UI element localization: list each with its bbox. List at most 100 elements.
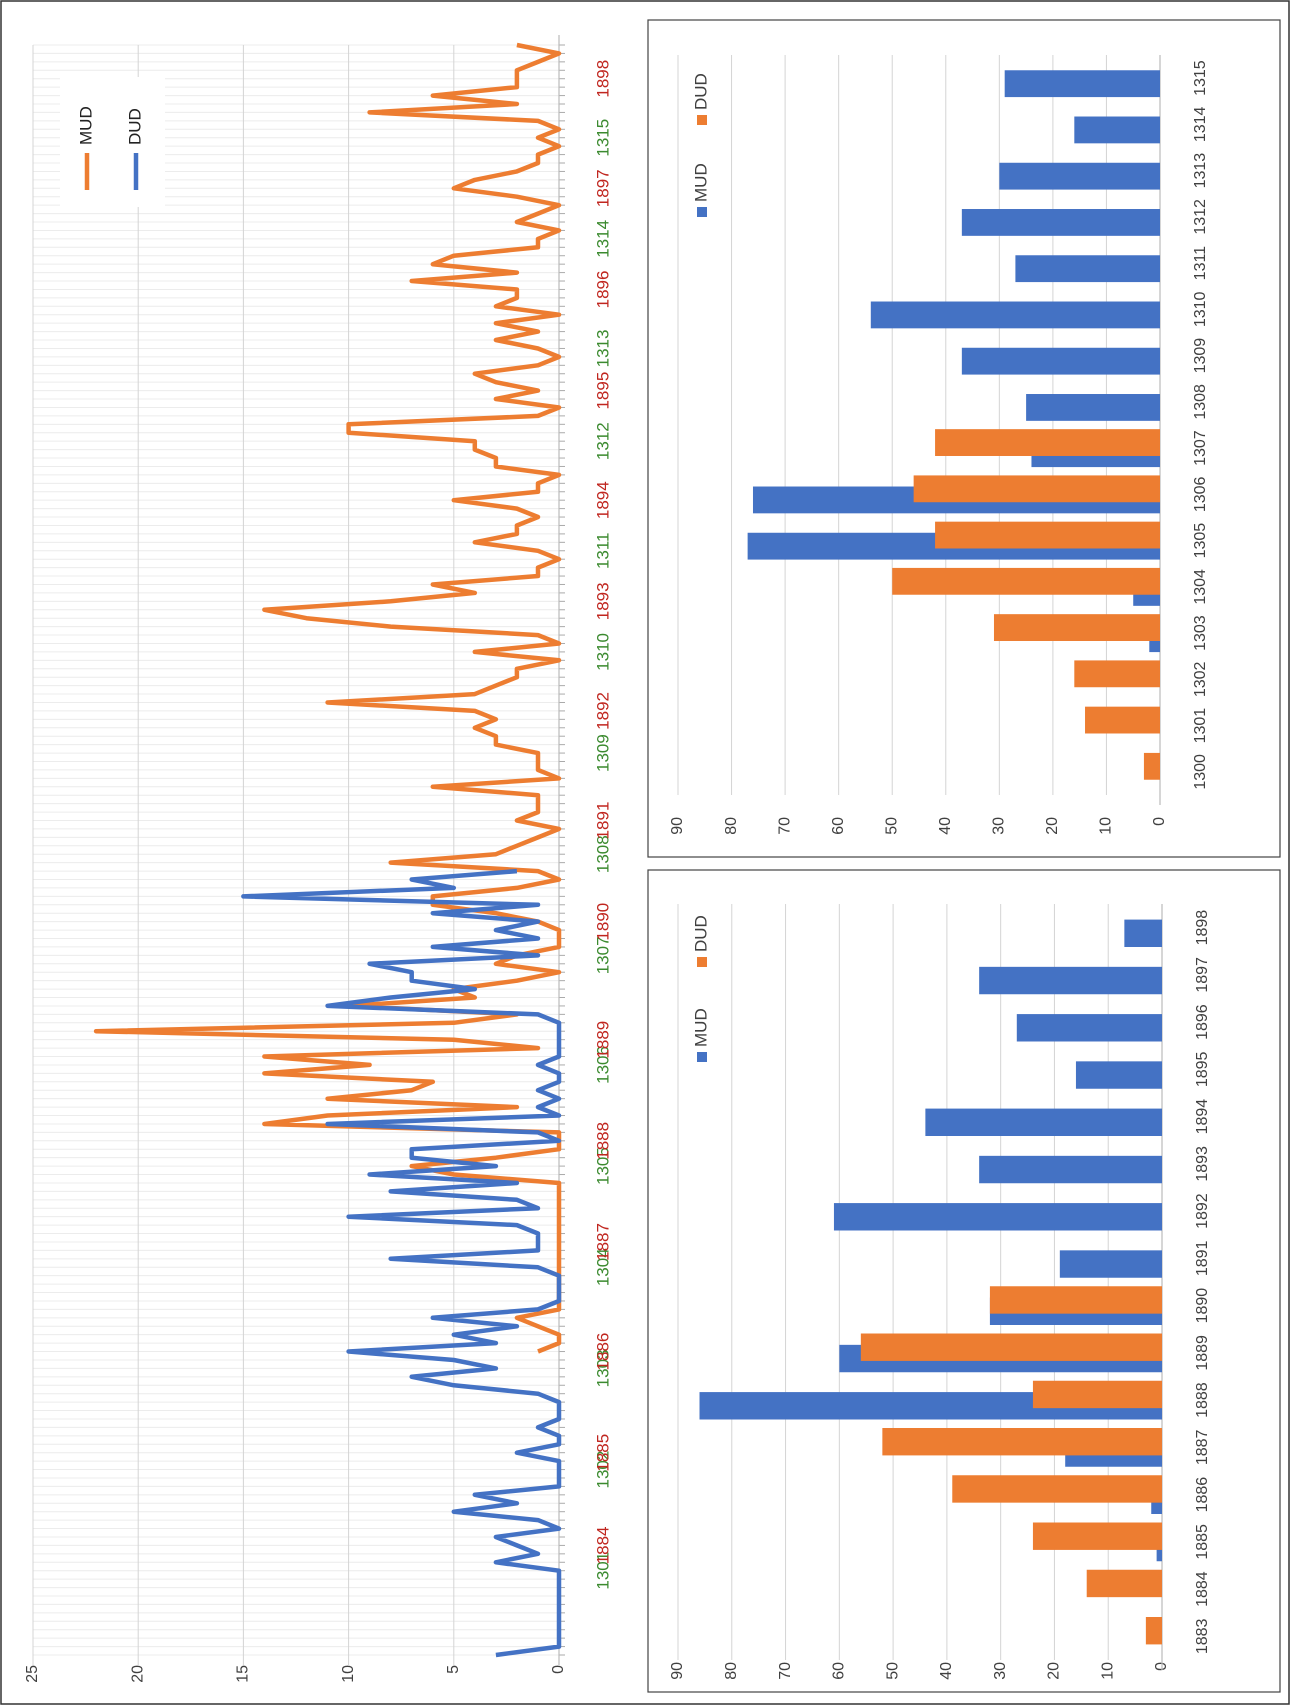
x-tick-label: 1887: [1194, 1429, 1211, 1465]
bar: [1032, 1380, 1162, 1409]
y-tick-label: 70: [777, 1662, 794, 1680]
y-tick-label: 10: [1098, 817, 1115, 835]
x-tick-label: 1310: [593, 633, 612, 671]
x-tick-label: 1891: [593, 802, 612, 840]
legend-swatch: [697, 207, 707, 217]
bar: [961, 209, 1160, 236]
panel-frame: [647, 869, 1281, 1693]
y-tick-label: 0: [550, 1665, 567, 1674]
bar: [1032, 1522, 1162, 1550]
bar: [935, 429, 1161, 456]
x-tick-label: 1886: [1194, 1477, 1211, 1513]
bar: [1026, 394, 1160, 421]
legend-swatch: [697, 957, 707, 967]
bar: [1075, 1061, 1163, 1089]
x-tick-label: 1313: [593, 330, 612, 368]
y-tick-label: 90: [669, 1662, 686, 1680]
y-tick-label: 40: [938, 1662, 955, 1680]
bar: [870, 301, 1161, 329]
legend-label: MUD: [691, 163, 710, 202]
x-tick-label: 1888: [593, 1122, 612, 1160]
bar: [1086, 1569, 1163, 1598]
bar: [1074, 660, 1160, 688]
x-tick-label: 1890: [593, 903, 612, 941]
y-tick-label: 80: [723, 1662, 740, 1680]
legend-label: DUD: [691, 73, 710, 110]
x-tick-label: 1301: [593, 1552, 612, 1590]
y-tick-label: 50: [884, 1662, 901, 1680]
bar: [1145, 1617, 1163, 1645]
x-tick-label: 1307: [1192, 430, 1209, 466]
x-tick-label: 1308: [593, 835, 612, 873]
y-tick-label: 10: [340, 1665, 357, 1683]
x-tick-label: 1303: [593, 1349, 612, 1387]
x-tick-label: 1302: [593, 1451, 612, 1489]
x-tick-label: 1889: [1194, 1335, 1211, 1371]
x-tick-label: 1897: [593, 169, 612, 207]
bar: [892, 567, 1160, 595]
x-tick-label: 1890: [1194, 1288, 1211, 1324]
x-tick-label: 1306: [1192, 476, 1209, 512]
x-tick-label: 1313: [1192, 153, 1209, 189]
x-tick-label: 1887: [593, 1223, 612, 1261]
y-tick-label: 20: [1046, 1662, 1063, 1680]
bar: [979, 966, 1162, 995]
bar: [925, 1108, 1162, 1136]
y-tick-label: 80: [723, 817, 740, 835]
bar: [913, 475, 1160, 503]
x-tick-label: 1307: [593, 936, 612, 974]
y-tick-label: 30: [991, 817, 1008, 835]
bar: [1124, 919, 1163, 947]
bar: [979, 1155, 1162, 1184]
y-tick-label: 50: [883, 817, 900, 835]
legend-swatch: [697, 1052, 707, 1062]
x-tick-label: 1897: [1194, 957, 1211, 993]
series-line: [241, 868, 562, 1658]
x-tick-label: 1301: [1192, 708, 1209, 744]
bar: [989, 1286, 1162, 1314]
x-tick-label: 1893: [1194, 1146, 1211, 1182]
x-tick-label: 1305: [593, 1147, 612, 1185]
bar: [952, 1475, 1162, 1503]
x-tick-label: 1886: [593, 1333, 612, 1371]
legend-label: MUD: [691, 1008, 710, 1047]
x-tick-label: 1892: [593, 692, 612, 730]
x-tick-label: 1884: [593, 1527, 612, 1565]
x-tick-label: 1883: [1194, 1618, 1211, 1654]
bar: [1004, 70, 1161, 98]
y-tick-label: 40: [937, 817, 954, 835]
y-tick-label: 20: [1044, 817, 1061, 835]
x-tick-label: 1895: [1194, 1051, 1211, 1087]
x-tick-label: 1303: [1192, 615, 1209, 651]
bar: [999, 162, 1161, 190]
x-tick-label: 1888: [1194, 1382, 1211, 1418]
x-tick-label: 1311: [593, 532, 612, 569]
y-tick-label: 70: [776, 817, 793, 835]
series-line: [93, 42, 562, 1354]
legend-swatch: [697, 115, 707, 125]
bar: [1085, 706, 1160, 734]
x-tick-label: 1308: [1192, 384, 1209, 420]
bar: [882, 1428, 1162, 1456]
x-tick-label: 1896: [593, 271, 612, 309]
y-tick-label: 30: [992, 1662, 1009, 1680]
x-tick-label: 1895: [593, 372, 612, 410]
bar: [993, 614, 1160, 641]
bar: [1016, 1014, 1162, 1042]
y-tick-label: 20: [129, 1665, 146, 1683]
x-tick-label: 1304: [593, 1248, 612, 1286]
x-tick-label: 1315: [1192, 60, 1209, 96]
x-tick-label: 1304: [1192, 569, 1209, 605]
bar: [833, 1203, 1162, 1231]
x-tick-label: 1892: [1194, 1193, 1211, 1229]
x-tick-label: 1311: [1192, 246, 1209, 281]
y-tick-label: 0: [1151, 817, 1168, 826]
x-tick-label: 1312: [593, 422, 612, 460]
legend-label: DUD: [691, 915, 710, 952]
y-tick-label: 25: [24, 1665, 41, 1683]
x-tick-label: 1894: [593, 481, 612, 519]
x-tick-label: 1891: [1194, 1240, 1211, 1276]
x-tick-label: 1306: [593, 1046, 612, 1084]
bar: [1059, 1250, 1163, 1278]
x-tick-label: 1309: [1192, 338, 1209, 374]
